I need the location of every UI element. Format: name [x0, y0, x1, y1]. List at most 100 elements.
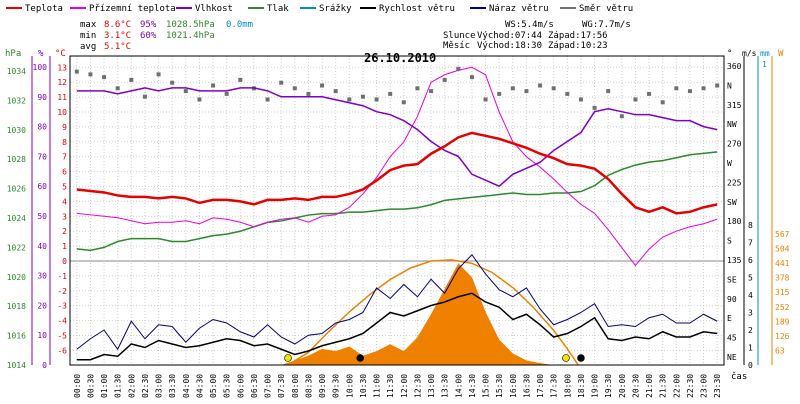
wind-direction-point	[115, 86, 120, 91]
wind-direction-point	[374, 97, 379, 102]
wind-direction-point	[197, 97, 202, 102]
x-tick-label: 13:00	[427, 374, 436, 398]
x-tick-label: 08:30	[304, 374, 313, 398]
y-tick-ms: 0	[748, 361, 753, 370]
x-tick-label: 23:30	[713, 374, 722, 398]
y-tick-w: 63	[775, 346, 785, 355]
stats-max-rain: 0.0mm	[226, 20, 253, 30]
wind-direction-point	[88, 72, 93, 77]
wind-direction-point	[211, 83, 216, 88]
legend-label: Přízemní teplota	[89, 4, 176, 14]
x-tick-label: 06:00	[236, 374, 245, 398]
x-tick-label: 23:00	[700, 374, 709, 398]
stats-avg-temp: 5.1°C	[104, 42, 131, 52]
wind-speed-line	[76, 292, 718, 361]
x-tick-label: 17:30	[550, 374, 559, 398]
wind-direction-point	[687, 89, 692, 94]
legend: Teplota Přízemní teplota Vlhkost Tlak Sr…	[6, 4, 633, 14]
y-tick-ms: 6	[748, 256, 753, 265]
wind-direction-point	[469, 75, 474, 80]
x-tick-label: 20:30	[631, 374, 640, 398]
y-tick-ms: 3	[748, 309, 753, 318]
x-tick-label: 11:30	[386, 374, 395, 398]
x-tick-label: 07:30	[277, 374, 286, 398]
y-tick-degc: 9	[62, 123, 67, 132]
y-tick-degc: 8	[62, 138, 67, 147]
stats-wg: WG:7.7m/s	[582, 20, 631, 30]
y-tick-degc: 0	[62, 257, 67, 266]
y-tick-direction: 315	[727, 101, 742, 110]
y-tick-ms: 7	[748, 239, 753, 248]
chart-title: 26.10.2010	[364, 51, 436, 65]
y-tick-w: 441	[775, 259, 790, 268]
stats-sunset: Západ:17:56	[548, 31, 608, 41]
x-tick-label: 07:00	[264, 374, 273, 398]
wind-direction-point	[401, 100, 406, 105]
marker-moonset	[356, 354, 365, 362]
wind-direction-point	[660, 100, 665, 105]
wind-direction-point	[565, 91, 570, 96]
wind-direction-point	[497, 91, 502, 96]
sun-moon-markers	[284, 354, 585, 362]
y-tick-direction: NW	[727, 120, 737, 129]
y-tick-direction: 135	[727, 256, 742, 265]
legend-label: Teplota	[25, 4, 63, 14]
y-tick-ms: 1	[748, 344, 753, 353]
wind-direction-point	[265, 97, 270, 102]
legend-item-smer-vetru: Směr větru	[560, 4, 633, 14]
solar-area	[281, 263, 554, 365]
x-tick-label: 14:00	[454, 374, 463, 398]
x-tick-label: 00:00	[73, 374, 82, 398]
x-tick-label: 19:00	[591, 374, 600, 398]
wind-direction-point	[347, 97, 352, 102]
wind-direction-point	[224, 91, 229, 96]
x-tick-label: 16:00	[509, 374, 518, 398]
y-tick-w: 189	[775, 317, 790, 326]
y-tick-degc: 10	[57, 108, 67, 117]
y-tick-w: 567	[775, 230, 790, 239]
wind-direction-point	[183, 89, 188, 94]
marker-sunrise	[284, 354, 292, 362]
y-tick-ms: 2	[748, 326, 753, 335]
wind-direction-point	[551, 86, 556, 91]
wind-direction-point	[647, 91, 652, 96]
x-tick-label: 13:30	[441, 374, 450, 398]
y-tick-w: 252	[775, 303, 790, 312]
y-tick-pct: 10	[37, 331, 47, 340]
y-tick-ms: 8	[748, 221, 753, 230]
legend-item-srazky: Srážky	[300, 4, 352, 14]
temperature-line	[76, 131, 718, 215]
stats-label-avg: avg	[80, 42, 96, 52]
y-axes: 131211109876543210-1-2-3-4-5-61009080706…	[7, 56, 790, 370]
stats-max-temp: 8.6°C	[104, 20, 131, 30]
y-tick-pct: 80	[37, 123, 47, 132]
wind-direction-point	[633, 97, 638, 102]
y-tick-hpa: 1020	[7, 273, 26, 282]
legend-item-tlak: Tlak	[248, 4, 289, 14]
y-tick-hpa: 1014	[7, 361, 26, 370]
y-tick-hpa: 1026	[7, 185, 26, 194]
y-tick-degc: 2	[62, 227, 67, 236]
y-tick-direction: SE	[727, 275, 737, 284]
axis-unit-w: W	[778, 49, 784, 59]
x-tick-label: 04:00	[182, 374, 191, 398]
wind-direction-point	[129, 77, 134, 82]
stats-sunrise: Východ:07:44	[477, 31, 542, 41]
legend-label: Náraz větru	[489, 4, 549, 14]
y-tick-degc: 3	[62, 212, 67, 221]
y-tick-degc: 11	[57, 93, 67, 102]
stats-label-max: max	[80, 20, 97, 30]
x-tick-label: 22:00	[672, 374, 681, 398]
y-tick-degc: 6	[62, 168, 67, 177]
stats-min-temp: 3.1°C	[104, 31, 131, 41]
y-tick-direction: N	[727, 81, 732, 90]
axis-mm-tick: 1	[762, 60, 767, 69]
y-tick-w: 315	[775, 288, 790, 297]
y-tick-hpa: 1028	[7, 155, 26, 164]
humidity-line	[76, 87, 718, 188]
y-tick-degc: 5	[62, 183, 67, 192]
x-tick-label: 04:30	[195, 374, 204, 398]
legend-item-prizemni-teplota: Přízemní teplota	[70, 4, 176, 14]
legend-label: Srážky	[319, 4, 352, 14]
